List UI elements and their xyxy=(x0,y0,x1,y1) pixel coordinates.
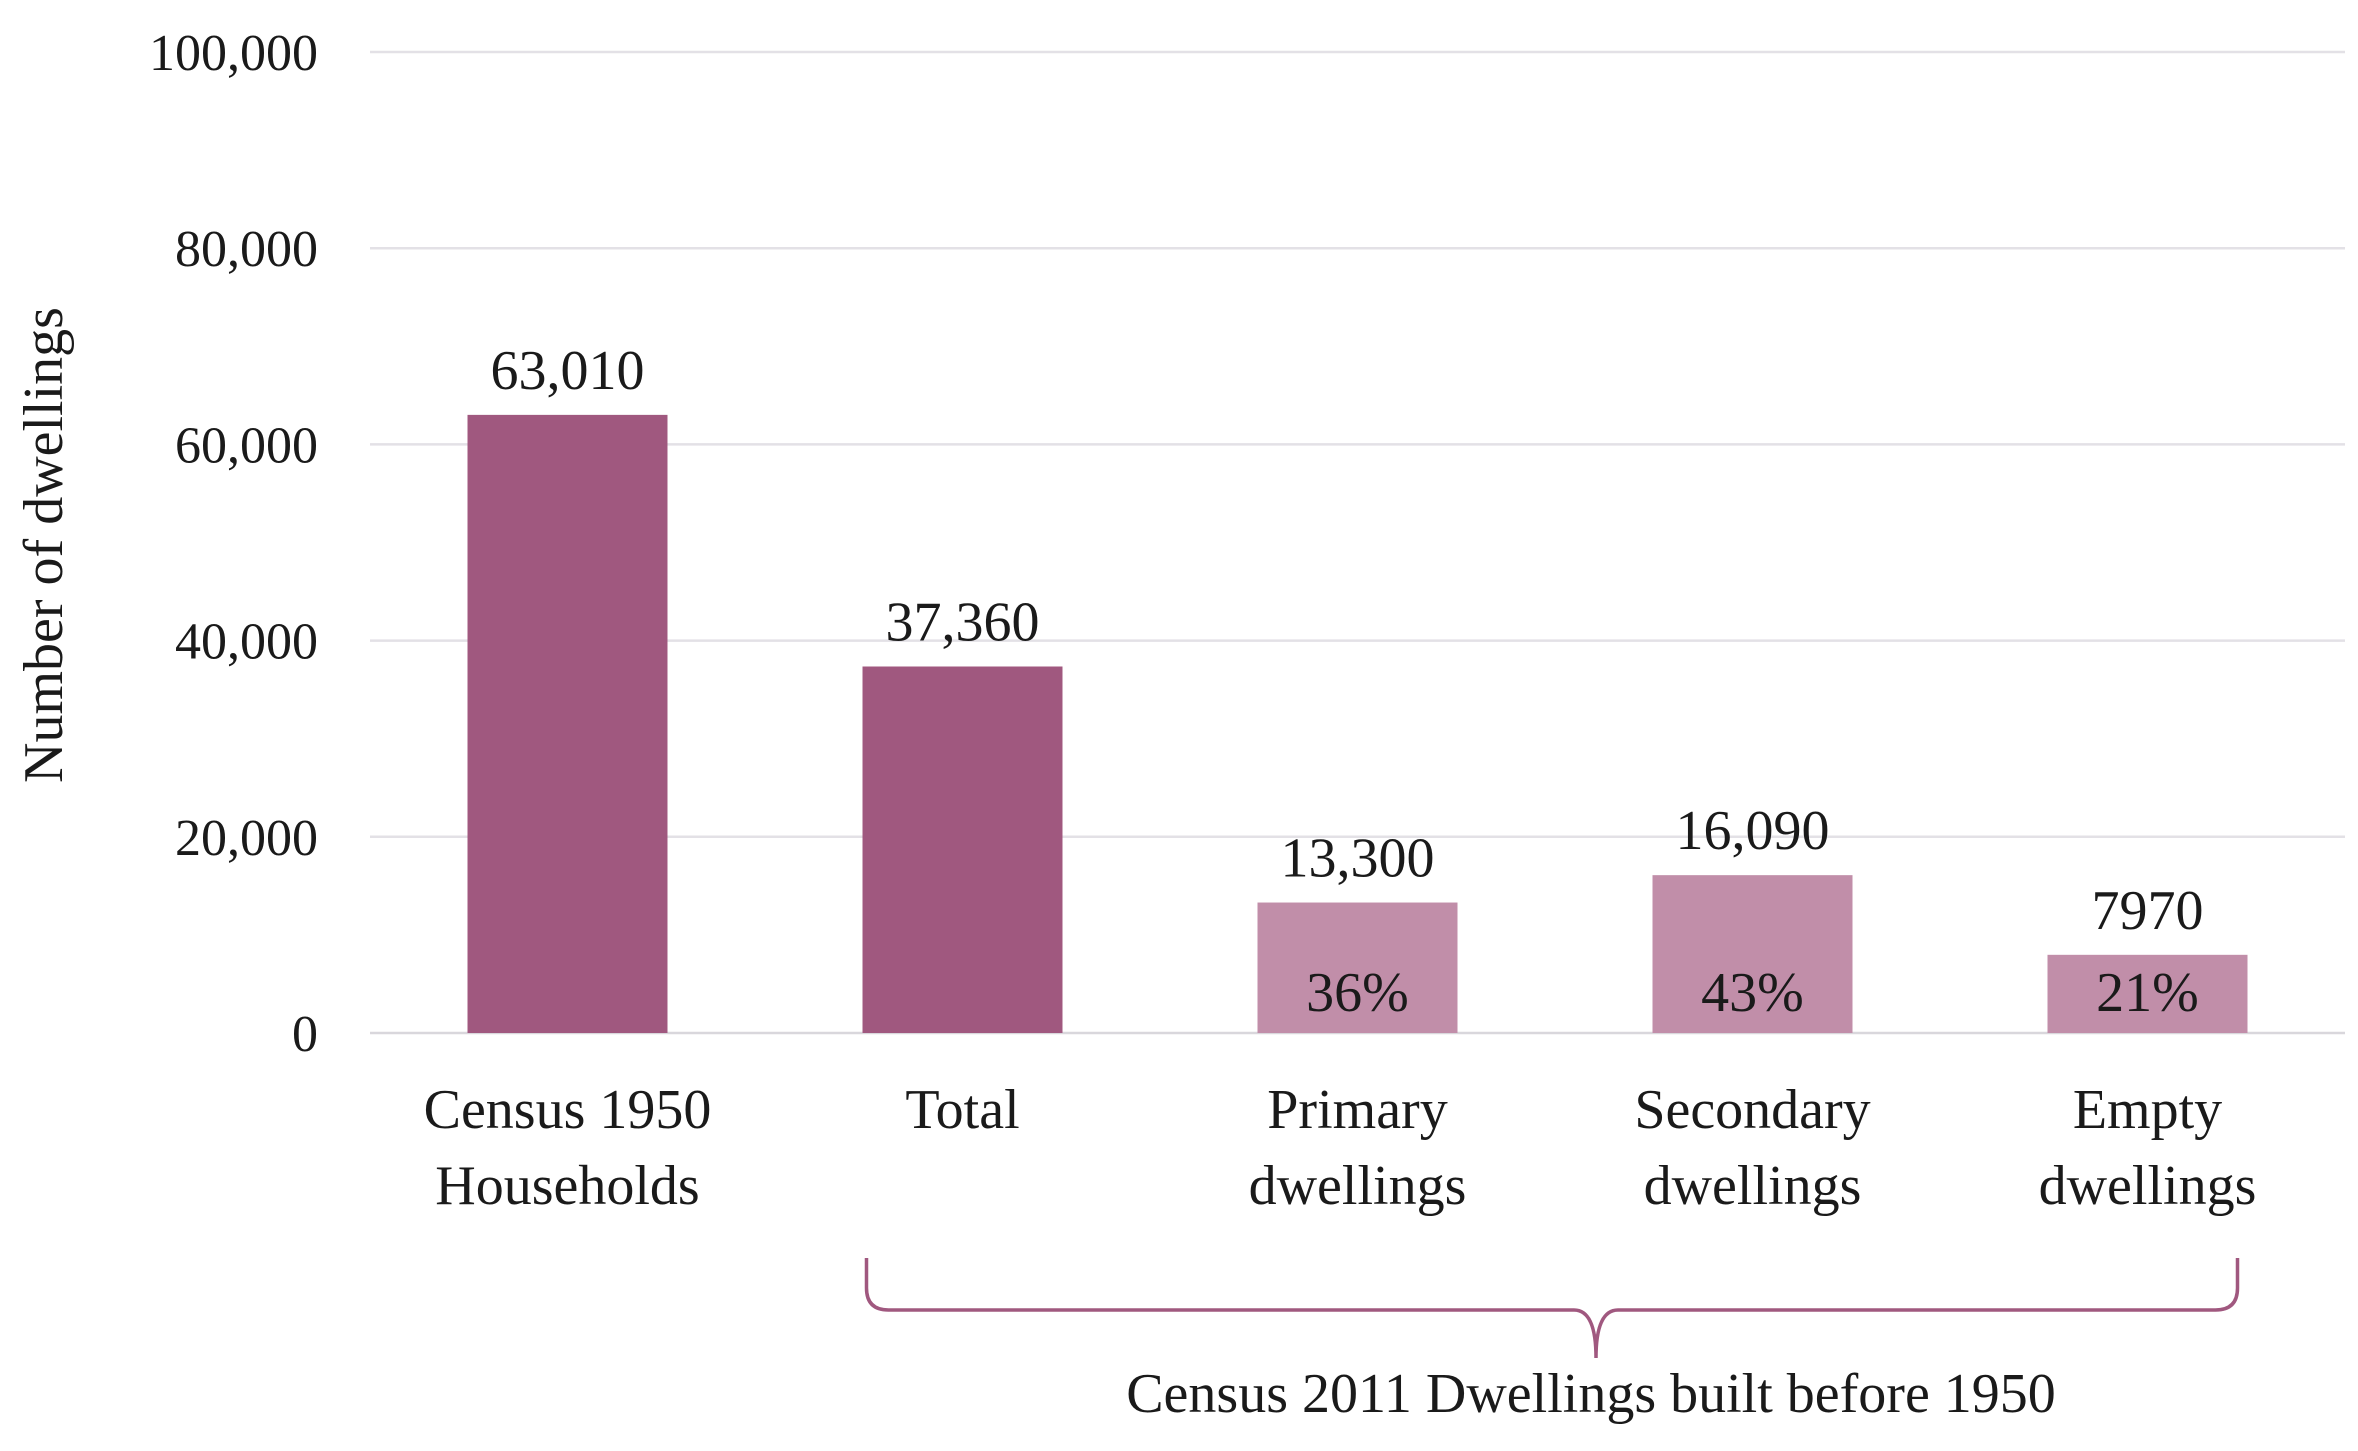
bars: 63,010 37,360 13,300 36% 16,090 43% 7970 21% xyxy=(467,340,2248,1033)
y-tick-label: 0 xyxy=(292,1006,318,1063)
x-tick-label: Empty dwellings xyxy=(2039,1079,2257,1217)
y-tick-label: 100,000 xyxy=(149,25,318,82)
bar-value-label: 63,010 xyxy=(491,340,645,402)
y-tick-label: 40,000 xyxy=(175,614,318,671)
x-tick-label: Primary dwellings xyxy=(1249,1079,1467,1217)
bar-percent-label: 36% xyxy=(1306,962,1409,1024)
bar xyxy=(467,414,668,1033)
category-labels: Census 1950 Households Total Primary dwellin… xyxy=(424,1079,2257,1217)
bar-value-label: 37,360 xyxy=(886,591,1040,653)
y-tick-label: 20,000 xyxy=(175,810,318,867)
bar xyxy=(1257,902,1458,1033)
y-tick-label: 60,000 xyxy=(175,417,318,474)
bar xyxy=(862,666,1063,1033)
y-axis-ticks: 0 20,000 40,000 60,000 80,000 100,000 xyxy=(149,25,318,1063)
bar-percent-label: 43% xyxy=(1701,962,1804,1024)
bar-value-label: 13,300 xyxy=(1281,828,1435,890)
bar xyxy=(1652,875,1853,1033)
x-tick-label: Census 1950 Households xyxy=(424,1079,712,1217)
bracket-label: Census 2011 Dwellings built before 1950 xyxy=(1126,1363,2056,1425)
y-axis-title: Number of dwellings xyxy=(13,307,75,783)
bar-value-label: 16,090 xyxy=(1676,800,1830,862)
x-tick-label: Total xyxy=(905,1079,1019,1141)
bracket xyxy=(864,1258,2240,1359)
x-tick-label: Secondary dwellings xyxy=(1634,1079,1870,1217)
bar-percent-label: 21% xyxy=(2096,962,2199,1024)
bracket-group: Census 2011 Dwellings built before 1950 xyxy=(864,1258,2240,1425)
bar-value-label: 7970 xyxy=(2092,880,2204,942)
y-tick-label: 80,000 xyxy=(175,221,318,278)
bar xyxy=(2047,954,2248,1033)
gridlines xyxy=(370,50,2345,1035)
